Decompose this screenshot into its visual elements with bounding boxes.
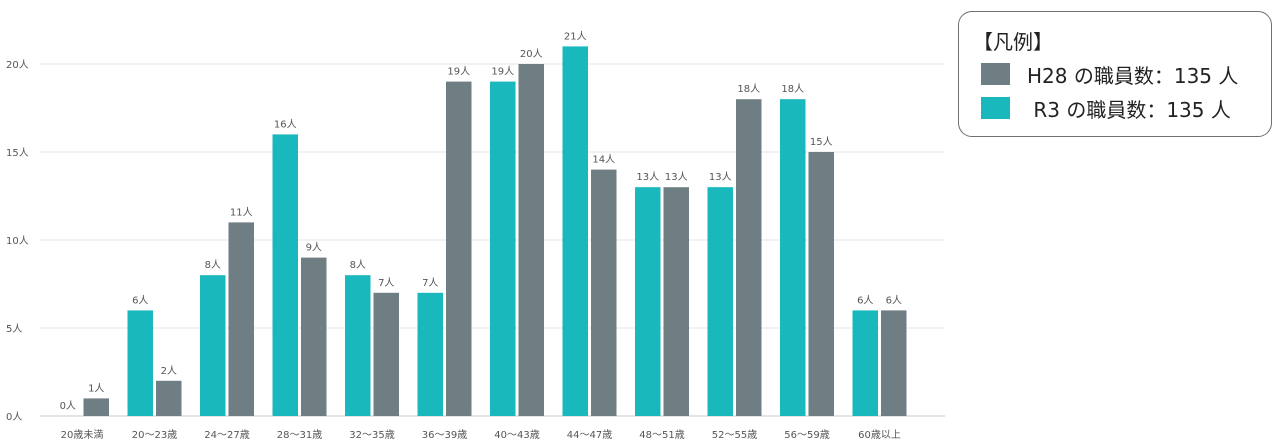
bar-value-label: 13人: [665, 171, 688, 183]
bar: [417, 292, 443, 416]
bar: [156, 380, 182, 416]
bar: [707, 187, 733, 416]
y-tick-label: 0人: [6, 411, 22, 423]
bar-value-label: 6人: [132, 294, 148, 306]
bar: [852, 310, 878, 416]
bar-value-label: 18人: [737, 83, 760, 95]
bar: [200, 275, 226, 416]
y-axis-ticks: 0人 5人 10人 15人 20人: [6, 59, 29, 423]
legend-swatch-r3: [981, 97, 1010, 119]
x-tick-label: 52～55歳: [712, 429, 757, 441]
bar: [881, 310, 907, 416]
bar: [490, 81, 516, 416]
bar-value-label: 19人: [447, 66, 470, 78]
bar-value-label: 6人: [857, 294, 873, 306]
bar-chart: 0人 5人 10人 15人 20人 0人 1人 6人 2人 8人 11人 16人 9人 8人 7人 7人 19…: [6, 30, 945, 441]
y-tick-label: 15人: [6, 147, 29, 159]
x-tick-label: 56～59歳: [784, 429, 829, 441]
value-labels: 0人 1人 6人 2人 8人 11人 16人 9人 8人 7人 7人 19人 19人 20人 21人 14人 1…: [60, 30, 902, 412]
bar-value-label: 1人: [88, 382, 104, 394]
bar-value-label: 7人: [378, 277, 394, 289]
y-tick-label: 20人: [6, 59, 29, 71]
x-tick-label: 44～47歳: [567, 429, 612, 441]
legend-item-h28: H28 の職員数：135 人: [981, 61, 1239, 88]
bar-value-label: 7人: [422, 277, 438, 289]
legend: 【凡例】 H28 の職員数：135 人 R3 の職員数：135 人: [958, 11, 1272, 137]
bar-value-label: 2人: [161, 365, 177, 377]
bar: [228, 222, 254, 416]
bar-value-label: 0人: [60, 400, 76, 412]
bar: [373, 292, 399, 416]
bar: [83, 398, 109, 416]
bar-value-label: 13人: [636, 171, 659, 183]
x-tick-label: 28～31歳: [277, 429, 322, 441]
x-tick-label: 40～43歳: [494, 429, 539, 441]
x-axis-ticks: 20歳未満 20～23歳 24～27歳 28～31歳 32～35歳 36～39歳 40～43…: [61, 429, 901, 441]
bar: [345, 275, 371, 416]
x-tick-label: 48～51歳: [639, 429, 684, 441]
legend-swatch-h28: [981, 63, 1010, 85]
bar: [663, 187, 689, 416]
legend-label-r3: R3 の職員数：135 人: [1027, 97, 1231, 122]
bar: [591, 169, 617, 416]
bar: [780, 99, 806, 416]
bar-value-label: 16人: [274, 118, 297, 130]
bar-value-label: 20人: [520, 48, 543, 60]
bar: [446, 81, 472, 416]
bar-value-label: 8人: [350, 259, 366, 271]
y-tick-label: 5人: [6, 323, 22, 335]
bar: [736, 99, 762, 416]
bar: [518, 64, 544, 416]
bar-value-label: 11人: [230, 206, 253, 218]
x-tick-label: 36～39歳: [422, 429, 467, 441]
x-tick-label: 24～27歳: [204, 429, 249, 441]
x-tick-label: 20歳未満: [61, 429, 104, 441]
bar-value-label: 15人: [810, 136, 833, 148]
y-tick-label: 10人: [6, 235, 29, 247]
x-tick-label: 20～23歳: [132, 429, 177, 441]
bar-value-label: 8人: [205, 259, 221, 271]
x-tick-label: 60歳以上: [858, 429, 901, 441]
bar: [272, 134, 298, 416]
bar-value-label: 9人: [306, 242, 322, 254]
bar-value-label: 21人: [564, 30, 587, 42]
bar: [301, 257, 327, 416]
legend-item-r3: R3 の職員数：135 人: [981, 95, 1231, 122]
bar-value-label: 14人: [592, 154, 615, 166]
legend-label-h28: H28 の職員数：135 人: [1027, 63, 1239, 88]
bar-value-label: 19人: [491, 66, 514, 78]
bar-value-label: 6人: [886, 294, 902, 306]
bar: [808, 152, 834, 416]
x-tick-label: 32～35歳: [349, 429, 394, 441]
bar: [127, 310, 153, 416]
bar-value-label: 13人: [709, 171, 732, 183]
bar: [635, 187, 661, 416]
bar: [562, 46, 588, 417]
bar-value-label: 18人: [781, 83, 804, 95]
legend-title: 【凡例】: [973, 30, 1053, 54]
bars: [83, 46, 907, 417]
